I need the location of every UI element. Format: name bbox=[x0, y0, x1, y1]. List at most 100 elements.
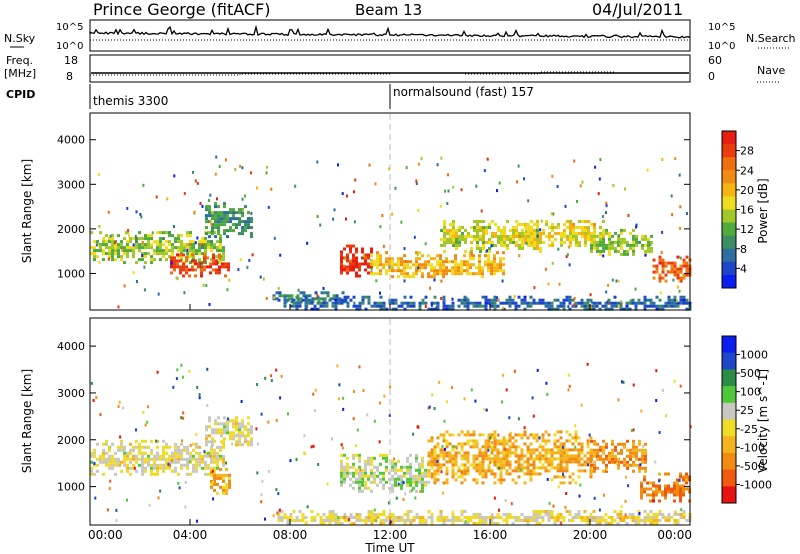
colorbar-swatch bbox=[722, 131, 736, 145]
y-tick-label: 1000 bbox=[57, 267, 85, 280]
x-tick-label: 08:00 bbox=[273, 528, 308, 542]
colorbar-tick-label: 8 bbox=[740, 243, 747, 256]
data-band bbox=[590, 228, 653, 256]
data-band bbox=[640, 472, 691, 503]
date-title: 04/Jul/2011 bbox=[592, 0, 683, 19]
colorbar-tick-label: -500 bbox=[740, 460, 765, 473]
data-band bbox=[370, 251, 505, 279]
colorbar-tick-label: -1000 bbox=[740, 478, 772, 491]
cpid-segment-1: themis 3300 bbox=[93, 94, 168, 108]
colorbar-tick-label: 28 bbox=[740, 145, 754, 158]
freq-label: Freq. bbox=[6, 54, 33, 67]
y-tick-label: 4000 bbox=[57, 340, 85, 353]
velocity-y-axis: 1000 2000 3000 4000 bbox=[57, 340, 690, 494]
beam-title: Beam 13 bbox=[355, 1, 422, 19]
colorbar-swatch bbox=[722, 248, 736, 263]
data-band bbox=[427, 430, 593, 485]
colorbar-swatch bbox=[722, 235, 736, 250]
colorbar-tick-label: 1000 bbox=[740, 349, 768, 362]
y-tick-label: 1000 bbox=[57, 481, 85, 494]
colorbar-tick-label: 24 bbox=[740, 164, 754, 177]
velocity-panel: 1000 2000 3000 4000 Slant Range [km] 1000 50… bbox=[20, 317, 772, 526]
data-band bbox=[652, 255, 692, 283]
colorbar-swatch bbox=[722, 274, 736, 289]
cpid-segment-2: normalsound (fast) 157 bbox=[393, 85, 534, 99]
y-tick-label: 4000 bbox=[57, 134, 85, 147]
colorbar-tick-label: -100 bbox=[740, 441, 765, 454]
velocity-data bbox=[90, 362, 692, 525]
colorbar-swatch bbox=[722, 469, 736, 487]
colorbar-tick-label: 4 bbox=[740, 262, 747, 275]
colorbar-swatch bbox=[722, 222, 736, 237]
colorbar-swatch bbox=[722, 486, 736, 504]
velocity-colorbar-label: Velocity [m s^-1] bbox=[756, 369, 770, 473]
colorbar-swatch bbox=[722, 157, 736, 171]
power-colorbar: 28 24 20 16 12 8 4 bbox=[721, 130, 754, 289]
time-axis: 00:00 04:00 08:00 12:00 16:00 20:00 00:00 bbox=[88, 304, 692, 542]
cpid-strip: CPID themis 3300 normalsound (fast) 157 bbox=[6, 84, 534, 109]
velocity-y-title: Slant Range [km] bbox=[20, 369, 34, 473]
nsearch-tick-high: 10^5 bbox=[708, 22, 735, 33]
colorbar-swatch bbox=[722, 386, 736, 404]
x-tick-label: 20:00 bbox=[573, 528, 608, 542]
x-tick-label: 00:00 bbox=[657, 528, 692, 542]
data-band bbox=[277, 295, 692, 311]
noise-sky-line bbox=[89, 24, 691, 39]
colorbar-swatch bbox=[722, 336, 736, 354]
colorbar-swatch bbox=[722, 352, 736, 370]
y-tick-label: 2000 bbox=[57, 223, 85, 236]
colorbar-tick-label: 16 bbox=[740, 204, 754, 217]
nsky-label: N.Sky bbox=[4, 32, 36, 45]
power-colorbar-label: Power [dB] bbox=[756, 178, 770, 243]
power-data bbox=[90, 155, 692, 311]
colorbar-swatch bbox=[722, 183, 736, 197]
data-band bbox=[210, 467, 231, 495]
y-tick-label: 2000 bbox=[57, 434, 85, 447]
colorbar-tick-label: 20 bbox=[740, 184, 754, 197]
colorbar-swatch bbox=[722, 261, 736, 276]
nave-tick-high: 60 bbox=[708, 54, 722, 67]
scatter-echoes bbox=[90, 362, 692, 525]
colorbar-swatch bbox=[722, 209, 736, 224]
freq-unit-label: [MHz] bbox=[4, 67, 36, 80]
colorbar-tick-label: 12 bbox=[740, 223, 754, 236]
power-panel-bg bbox=[90, 113, 690, 310]
y-tick-label: 3000 bbox=[57, 178, 85, 191]
nave-tick-low: 0 bbox=[708, 70, 715, 83]
power-panel: 1000 2000 3000 4000 Slant Range [km] 28 24 20… bbox=[20, 112, 770, 311]
data-band bbox=[515, 220, 605, 247]
colorbar-tick-label: -25 bbox=[740, 423, 758, 436]
nsky-tick-high: 10^5 bbox=[56, 22, 83, 33]
freq-strip: Freq. [MHz] 18 8 60 0 Nave bbox=[4, 54, 785, 83]
x-tick-label: 16:00 bbox=[473, 528, 508, 542]
data-band bbox=[205, 202, 253, 239]
x-tick-label: 12:00 bbox=[373, 528, 408, 542]
noise-strip: N.Sky 10^5 10^0 10^5 10^0 N.Search bbox=[4, 19, 796, 52]
colorbar-swatch bbox=[722, 436, 736, 454]
data-band bbox=[205, 416, 253, 447]
nsearch-label: N.Search bbox=[746, 32, 796, 45]
colorbar-swatch bbox=[722, 369, 736, 387]
colorbar-swatch bbox=[722, 170, 736, 184]
x-axis-title: Time UT bbox=[364, 541, 415, 554]
colorbar-swatch bbox=[722, 419, 736, 437]
power-y-axis: 1000 2000 3000 4000 bbox=[57, 134, 690, 280]
colorbar-tick-label: 500 bbox=[740, 367, 761, 380]
freq-tick-low: 8 bbox=[66, 70, 73, 83]
y-tick-label: 3000 bbox=[57, 387, 85, 400]
colorbar-tick-label: 25 bbox=[740, 404, 754, 417]
data-band bbox=[90, 439, 225, 476]
nave-label: Nave bbox=[757, 64, 785, 77]
cpid-label: CPID bbox=[6, 88, 35, 101]
power-y-title: Slant Range [km] bbox=[20, 159, 34, 263]
colorbar-swatch bbox=[722, 402, 736, 420]
colorbar-swatch bbox=[722, 452, 736, 471]
colorbar-swatch bbox=[722, 144, 736, 158]
noise-strip-frame bbox=[89, 19, 691, 52]
nsearch-tick-low: 10^0 bbox=[708, 41, 735, 52]
colorbar-swatch bbox=[722, 196, 736, 210]
freq-tick-high: 18 bbox=[64, 54, 78, 67]
colorbar-tick-label: 100 bbox=[740, 386, 761, 399]
velocity-colorbar: 1000 500 100 25 -25 -100 -500 -1000 bbox=[721, 335, 772, 504]
